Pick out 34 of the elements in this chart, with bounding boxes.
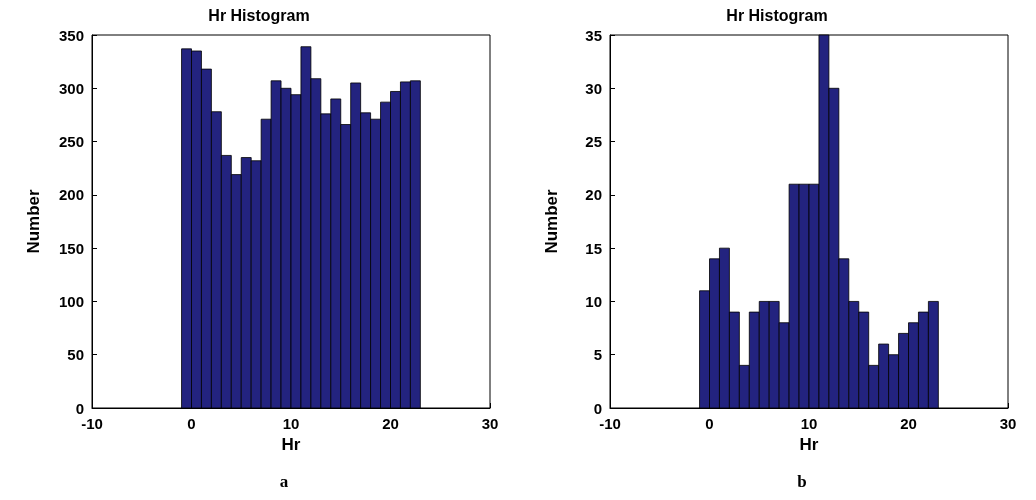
text: b <box>796 472 808 492</box>
x-tick-label: 10 <box>800 415 818 432</box>
x-tick-label: -10 <box>599 415 621 432</box>
y-tick-label: 10 <box>585 292 602 310</box>
y-tick-label: 20 <box>585 186 602 204</box>
x-axis-title: Hr <box>281 435 301 454</box>
x-tick-label: 20 <box>382 415 399 432</box>
chart-title: Hr Histogram <box>208 6 310 24</box>
x-tick-label: 0 <box>705 415 714 432</box>
y-tick-label: 200 <box>58 186 84 204</box>
x-axis-title: Hr <box>799 435 819 454</box>
text: a <box>278 472 290 492</box>
y-tick-label: 25 <box>585 133 602 151</box>
x-tick-label: 30 <box>481 415 499 432</box>
y-tick-label: 150 <box>58 239 84 257</box>
y-tick-label: 100 <box>58 292 84 310</box>
y-tick-label: 15 <box>585 239 602 257</box>
x-tick-label: 0 <box>187 415 196 432</box>
x-tick-label: 30 <box>999 415 1017 432</box>
y-axis-title: Number <box>24 189 43 254</box>
y-tick-label: 0 <box>593 399 602 417</box>
x-tick-label: -10 <box>81 415 103 432</box>
y-axis-title: Number <box>542 189 561 254</box>
y-tick-label: 35 <box>585 26 602 44</box>
y-tick-label: 250 <box>58 133 84 151</box>
y-tick-label: 0 <box>75 399 84 417</box>
y-tick-label: 350 <box>58 26 84 44</box>
y-tick-label: 300 <box>58 79 84 97</box>
x-tick-label: 20 <box>900 415 917 432</box>
x-tick-label: 10 <box>282 415 300 432</box>
y-tick-label: 50 <box>67 346 84 364</box>
chart-title: Hr Histogram <box>726 6 828 24</box>
y-tick-label: 30 <box>585 79 602 97</box>
y-tick-label: 5 <box>593 346 602 364</box>
